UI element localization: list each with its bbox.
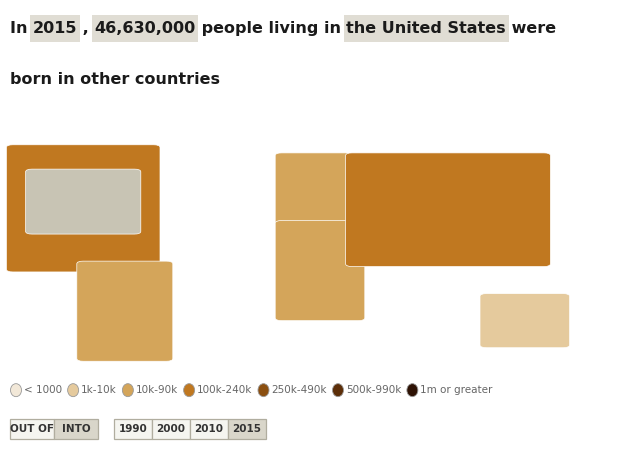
- Text: were: were: [506, 21, 556, 36]
- Ellipse shape: [184, 384, 195, 397]
- Text: born in other countries: born in other countries: [10, 72, 220, 87]
- FancyBboxPatch shape: [6, 145, 160, 272]
- Ellipse shape: [68, 384, 79, 397]
- Ellipse shape: [407, 384, 418, 397]
- Ellipse shape: [10, 384, 22, 397]
- Text: < 1000: < 1000: [24, 385, 62, 395]
- Text: people living in: people living in: [196, 21, 346, 36]
- Text: In: In: [10, 21, 33, 36]
- Text: 1m or greater: 1m or greater: [420, 385, 493, 395]
- FancyBboxPatch shape: [344, 15, 509, 42]
- FancyBboxPatch shape: [228, 419, 266, 439]
- FancyBboxPatch shape: [190, 419, 228, 439]
- FancyBboxPatch shape: [480, 294, 570, 348]
- Text: the United States: the United States: [346, 21, 506, 36]
- Text: INTO: INTO: [61, 424, 90, 434]
- FancyBboxPatch shape: [30, 15, 80, 42]
- Text: 2015: 2015: [33, 21, 77, 36]
- Text: 2015: 2015: [232, 424, 262, 434]
- Ellipse shape: [333, 384, 344, 397]
- FancyBboxPatch shape: [275, 153, 352, 226]
- Text: 100k-240k: 100k-240k: [197, 385, 253, 395]
- FancyBboxPatch shape: [10, 419, 54, 439]
- Text: 250k-490k: 250k-490k: [271, 385, 327, 395]
- Text: OUT OF: OUT OF: [10, 424, 54, 434]
- FancyBboxPatch shape: [275, 221, 365, 321]
- Text: 46,630,000: 46,630,000: [95, 21, 196, 36]
- FancyBboxPatch shape: [346, 153, 550, 267]
- Text: 2010: 2010: [195, 424, 223, 434]
- Text: 1k-10k: 1k-10k: [81, 385, 117, 395]
- FancyBboxPatch shape: [26, 169, 141, 234]
- FancyBboxPatch shape: [77, 261, 173, 361]
- FancyBboxPatch shape: [152, 419, 190, 439]
- Ellipse shape: [122, 384, 133, 397]
- Text: 500k-990k: 500k-990k: [346, 385, 401, 395]
- FancyBboxPatch shape: [92, 15, 198, 42]
- Text: 1990: 1990: [118, 424, 147, 434]
- Ellipse shape: [258, 384, 269, 397]
- FancyBboxPatch shape: [114, 419, 152, 439]
- Text: ,: ,: [77, 21, 95, 36]
- Text: 10k-90k: 10k-90k: [136, 385, 178, 395]
- Text: 2000: 2000: [157, 424, 186, 434]
- FancyBboxPatch shape: [54, 419, 98, 439]
